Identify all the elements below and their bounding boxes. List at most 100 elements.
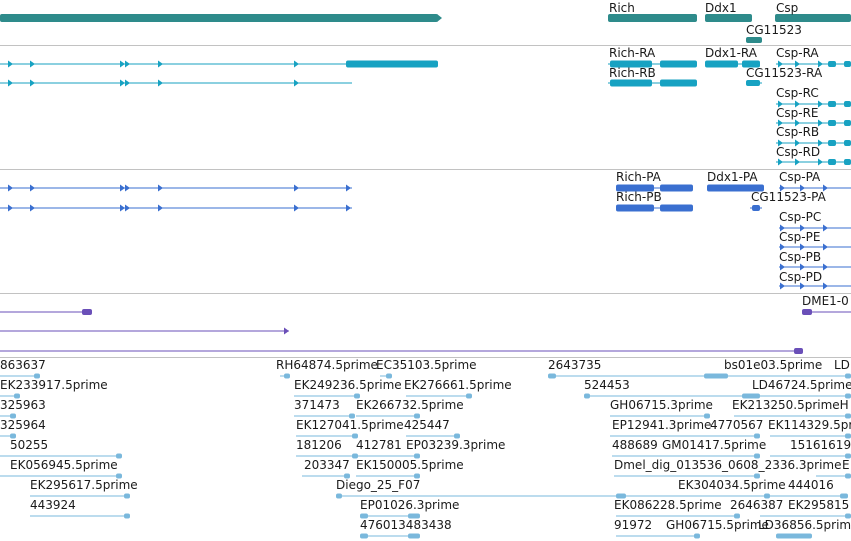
csp-r4-feature[interactable] xyxy=(776,158,851,166)
e33-feature[interactable] xyxy=(726,373,851,379)
rich-pa-2-feature[interactable] xyxy=(616,184,693,192)
csp-r1-feature[interactable] xyxy=(776,100,851,108)
e16-feature[interactable] xyxy=(406,393,472,399)
e28-feature[interactable] xyxy=(612,453,760,459)
e1-feature[interactable] xyxy=(0,373,40,379)
dme-2-feature[interactable] xyxy=(0,327,289,335)
rich-rb-label: Rich-RB xyxy=(609,66,656,80)
csp-r0-feature[interactable] xyxy=(776,60,851,68)
e15-feature[interactable] xyxy=(380,373,392,379)
cg11523-gene-feature[interactable] xyxy=(746,37,762,43)
CG11523-label: CG11523 xyxy=(746,23,802,37)
ek266732-label: EK266732.5prime xyxy=(356,398,464,412)
ld36856-label: LD36856.5prime xyxy=(758,518,851,532)
e2-feature[interactable] xyxy=(0,393,20,399)
e32-feature[interactable] xyxy=(616,533,700,539)
rich-rb-feature[interactable] xyxy=(0,79,352,87)
e6-feature[interactable] xyxy=(0,473,122,479)
e8-feature[interactable] xyxy=(30,513,130,519)
e9-feature[interactable] xyxy=(280,373,290,379)
ek150005-label: EK150005.5prime xyxy=(356,458,464,472)
ec35103-label: EC35103.5prime xyxy=(376,358,477,372)
e36-feature[interactable] xyxy=(770,433,851,439)
csp-p2-feature[interactable] xyxy=(779,243,851,251)
ddx1-ra-feature[interactable] xyxy=(705,60,760,68)
csp-r3-feature[interactable] xyxy=(776,139,851,147)
ddx1-gene-feature[interactable] xyxy=(705,14,752,22)
e3-feature[interactable] xyxy=(0,413,16,419)
csp-p3-feature[interactable] xyxy=(779,263,851,271)
488689-label: 488689 xyxy=(612,438,658,452)
e40-feature[interactable] xyxy=(776,533,812,539)
e29-feature[interactable] xyxy=(614,473,760,479)
e26-feature[interactable] xyxy=(610,413,710,419)
cg11523-pa-label: CG11523-PA xyxy=(751,190,826,204)
371473-label: 371473 xyxy=(294,398,340,412)
203347-label: 203347 xyxy=(304,458,350,472)
csp-p4-feature[interactable] xyxy=(779,282,851,290)
csp-pe-label: Csp-PE xyxy=(779,230,821,244)
e19-feature[interactable] xyxy=(356,453,420,459)
4770567-label: 4770567 xyxy=(710,418,764,432)
rich-pb-label: Rich-PB xyxy=(616,190,662,204)
e17-feature[interactable] xyxy=(356,413,420,419)
track-separator xyxy=(0,45,851,46)
e23-feature[interactable] xyxy=(360,533,420,539)
gh06715-3-label: GH06715.3prime xyxy=(610,398,713,412)
e22-feature[interactable] xyxy=(360,513,420,519)
csp-pb-label: Csp-PB xyxy=(779,250,822,264)
rich-pa-feature[interactable] xyxy=(0,184,352,192)
181206-label: 181206 xyxy=(296,438,342,452)
476013483438-label: 476013483438 xyxy=(360,518,452,532)
e34-feature[interactable] xyxy=(754,393,851,399)
e24-feature[interactable] xyxy=(548,373,728,379)
rich-ra-feature[interactable] xyxy=(0,60,438,68)
e18-feature[interactable] xyxy=(406,433,460,439)
csp-gene-feature[interactable] xyxy=(775,14,851,22)
rich-gene-feature[interactable] xyxy=(0,14,442,22)
2643735-label: 2643735 xyxy=(548,358,602,372)
cg11523-pa-feature[interactable] xyxy=(750,205,762,211)
e30-feature[interactable] xyxy=(682,493,770,499)
e13-feature[interactable] xyxy=(296,453,358,459)
e10-feature[interactable] xyxy=(294,393,360,399)
e39-feature[interactable] xyxy=(760,513,851,519)
diego-25-f07-label: Diego_25_F07 xyxy=(336,478,421,492)
dme-1-feature[interactable] xyxy=(0,309,92,315)
rich-gene2-feature[interactable] xyxy=(608,14,697,22)
e14-feature[interactable] xyxy=(302,473,350,479)
e31-feature[interactable] xyxy=(616,513,740,519)
csp-r2-feature[interactable] xyxy=(776,119,851,127)
csp-p1-feature[interactable] xyxy=(779,224,851,232)
gm01417-label: GM01417.5prime xyxy=(662,438,767,452)
e11-feature[interactable] xyxy=(294,413,355,419)
e37-feature[interactable] xyxy=(770,453,851,459)
rich-pb-2-feature[interactable] xyxy=(616,204,693,212)
dme-3-feature[interactable] xyxy=(0,348,803,354)
csp-p0-feature[interactable] xyxy=(779,184,851,192)
e12-feature[interactable] xyxy=(296,433,358,439)
e7-feature[interactable] xyxy=(30,493,130,499)
e4-feature[interactable] xyxy=(0,433,16,439)
ek276661-label: EK276661.5prime xyxy=(404,378,512,392)
e20-feature[interactable] xyxy=(356,473,420,479)
rich-pb-feature[interactable] xyxy=(0,204,352,212)
csp-rb-label: Csp-RB xyxy=(776,125,820,139)
gh06715-5-label: GH06715.5prime xyxy=(666,518,769,532)
cg11523-ra-feature[interactable] xyxy=(746,80,762,86)
e5-feature[interactable] xyxy=(0,453,122,459)
dme-4-feature[interactable] xyxy=(802,309,851,315)
e35-feature[interactable] xyxy=(734,413,851,419)
ddx1-pa-feature[interactable] xyxy=(707,184,764,192)
rich-ra-2-feature[interactable] xyxy=(608,60,697,68)
e27-feature[interactable] xyxy=(610,433,760,439)
325964-label: 325964 xyxy=(0,418,46,432)
444016-label: 444016 xyxy=(788,478,834,492)
443924-label: 443924 xyxy=(30,498,76,512)
ek249236-label: EK249236.5prime xyxy=(294,378,402,392)
e38-feature[interactable] xyxy=(816,473,851,479)
rich-rb-2-feature[interactable] xyxy=(608,79,697,87)
e25-feature[interactable] xyxy=(584,393,760,399)
transcript-track: Rich-RA Rich-RB Ddx1-RA CG11523-RA Csp-RA Csp… xyxy=(0,46,851,170)
dmel-dig-label: Dmel_dig_013536_0608_2336.3prime xyxy=(614,458,842,472)
